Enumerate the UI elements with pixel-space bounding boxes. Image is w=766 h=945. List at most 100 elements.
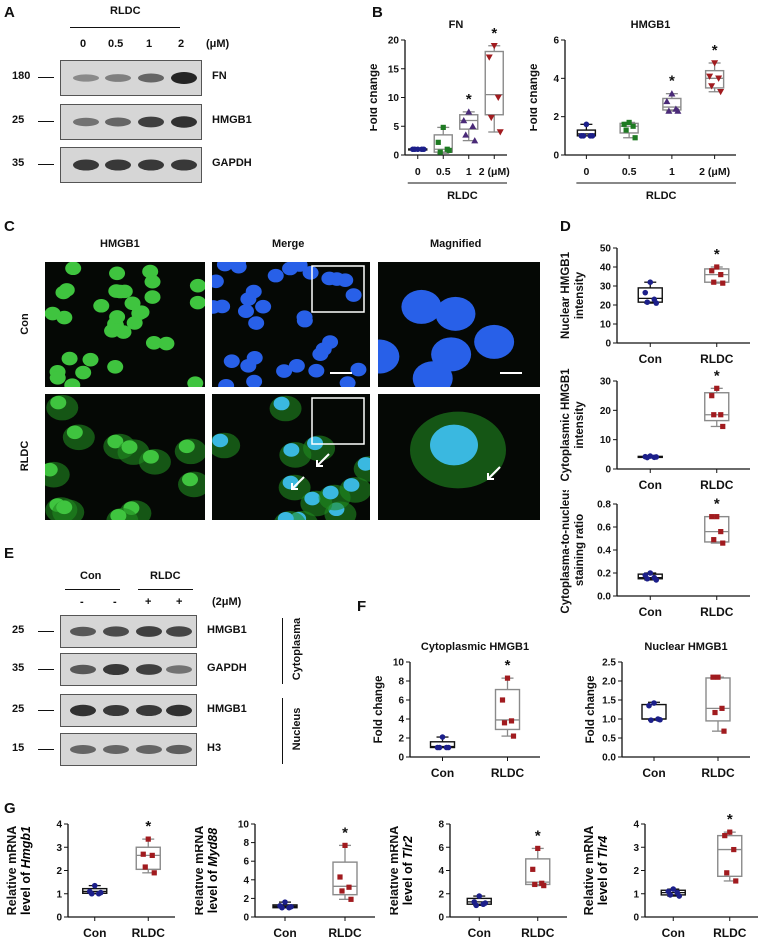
row-label-con: Con [19, 313, 31, 335]
data-point [653, 577, 660, 583]
nucleus [107, 360, 124, 374]
molecular-weight-label: 35 [12, 661, 25, 674]
magnify-region-box [311, 265, 365, 313]
data-point [632, 135, 638, 141]
data-point [490, 42, 498, 50]
nucleus [144, 274, 161, 289]
x-tick-label: RLDC [491, 766, 525, 780]
data-point [711, 279, 717, 285]
nucleus [223, 354, 240, 368]
nucleus [240, 292, 257, 306]
protein-band [70, 745, 96, 754]
treatment-sign: + [176, 596, 183, 608]
y-tick-label: 4 [56, 820, 62, 831]
y-tick-label: 10 [393, 658, 405, 669]
nucleus [133, 305, 150, 320]
y-tick-label: 20 [600, 301, 612, 312]
data-point [541, 883, 547, 889]
x-tick-label: Con [639, 478, 662, 492]
western-blot-strip [60, 733, 197, 766]
data-point [646, 702, 652, 709]
micrograph [212, 262, 370, 387]
y-tick-label: 0 [633, 913, 639, 924]
y-tick-label: 2 [56, 866, 62, 877]
y-tick-label: 5 [393, 122, 399, 133]
treatment-sign: - [113, 596, 117, 608]
unit-label: (μM) [206, 38, 230, 50]
nucleus [109, 310, 126, 324]
data-point [717, 88, 725, 96]
chart-g-tlr4: 0 1 2 3 4 Con RLDC Relative mRNA level of Tlr4 * [582, 811, 758, 940]
nucleus [474, 324, 515, 359]
data-point [339, 888, 345, 894]
data-point [657, 716, 663, 723]
nucleus [178, 439, 195, 454]
data-point [487, 114, 495, 122]
data-point [644, 575, 651, 582]
data-point [720, 280, 726, 286]
data-point [715, 674, 721, 680]
y-tick-label: 8 [398, 677, 404, 688]
y-tick-label: 0.8 [597, 500, 611, 511]
y-tick-label: 4 [243, 875, 249, 886]
nucleus [75, 365, 92, 380]
y-tick-label: 1 [56, 889, 62, 900]
data-point [435, 139, 441, 145]
y-tick-label: 10 [600, 435, 612, 446]
y-axis-label: Nuclear HMGB1 [560, 251, 572, 339]
y-axis-label: Cytoplasmic HMGB1 [560, 368, 572, 482]
label-prefix: level of [19, 868, 33, 915]
data-point [476, 893, 483, 899]
nucleus [230, 262, 247, 269]
y-tick-label: 4 [553, 74, 559, 85]
protein-band [138, 159, 164, 171]
nucleus [255, 299, 272, 314]
data-point [724, 870, 730, 876]
y-axis-label-line: level of Tlr4 [596, 836, 610, 906]
nucleus [296, 313, 313, 328]
significance-asterisk: * [714, 246, 720, 263]
x-tick-label: 0 [415, 166, 421, 178]
significance-asterisk: * [491, 25, 497, 42]
data-point [440, 124, 446, 130]
data-point [482, 900, 489, 906]
chart-title: Cytoplasmic HMGB1 [421, 641, 529, 653]
box-plot [637, 281, 663, 304]
data-point [651, 700, 657, 706]
y-tick-label: 3 [56, 843, 62, 854]
y-tick-label: 0 [56, 913, 62, 924]
y-tick-label: 50 [600, 244, 612, 255]
nucleus [357, 457, 370, 471]
nucleus [112, 284, 129, 299]
molecular-weight-label: 180 [12, 70, 31, 82]
arrow-icon [291, 476, 305, 490]
column-title: Merge [272, 238, 305, 250]
mw-marker [38, 121, 54, 122]
x-tick-label: RLDC [700, 352, 734, 366]
nucleus [189, 295, 205, 310]
y-tick-label: 2 [243, 894, 249, 905]
data-point [494, 94, 502, 101]
significance-asterisk: * [714, 367, 720, 384]
data-point [706, 73, 714, 80]
nucleus [93, 298, 110, 313]
significance-asterisk: * [505, 657, 511, 674]
chart-title: FN [449, 19, 464, 31]
data-point [589, 133, 596, 139]
nucleus [214, 299, 231, 314]
nucleus [412, 361, 453, 387]
y-tick-label: 2 [633, 866, 639, 877]
western-blot-strip [60, 147, 202, 183]
x-tick-label: RLDC [700, 605, 734, 619]
molecular-weight-label: 25 [12, 623, 25, 636]
nucleus [267, 268, 284, 283]
panel-label-f: F [357, 598, 367, 615]
chart-f-nuclear: Nuclear HMGB1 0.0 0.5 1.0 1.5 2.0 2.5 Con RLDC Fo… [585, 641, 750, 780]
x-tick-label: Con [639, 605, 662, 619]
nucleus [288, 359, 305, 373]
nucleus [56, 500, 73, 515]
nucleus [61, 351, 78, 366]
x-tick-label: 0.5 [622, 166, 637, 178]
x-tick-label: Con [662, 926, 685, 940]
box-plot [332, 844, 358, 900]
